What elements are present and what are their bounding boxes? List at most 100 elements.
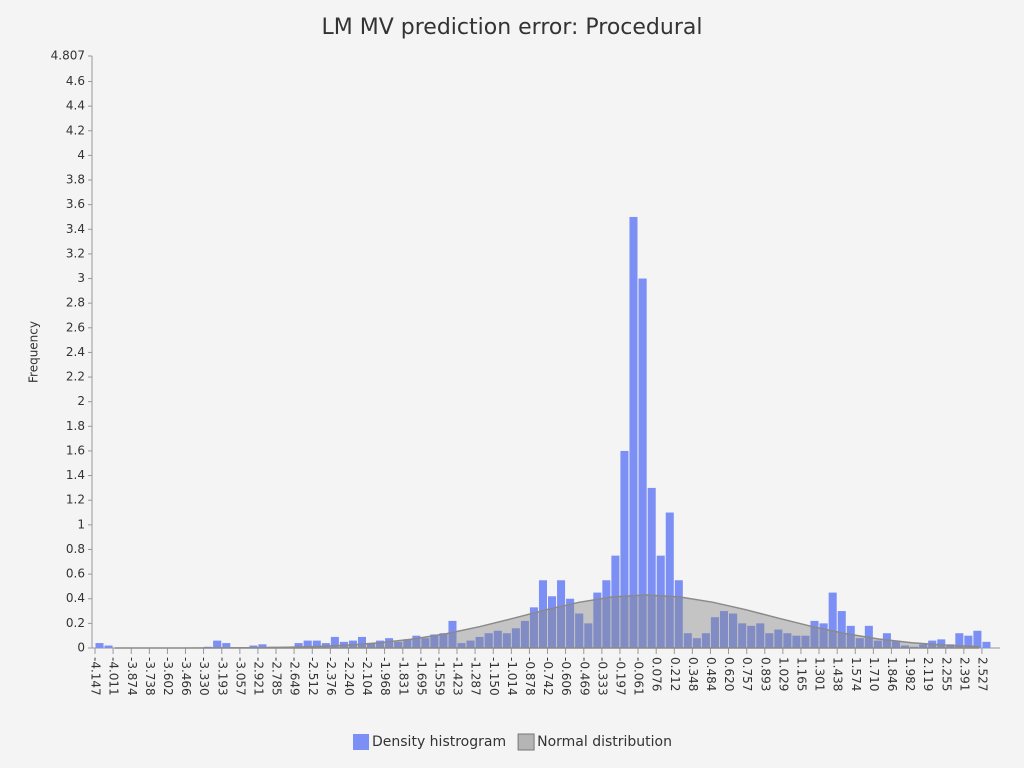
y-tick-label: 3.6: [66, 197, 85, 211]
bar: [421, 638, 430, 648]
x-tick-label: -0.606: [559, 657, 573, 696]
legend-label: Normal distribution: [537, 734, 672, 750]
bar: [493, 630, 502, 648]
x-tick-label: -1.287: [469, 657, 483, 696]
x-tick-label: 1.846: [885, 657, 899, 691]
y-axis-label: Frequency: [27, 321, 41, 383]
x-tick-label: -3.057: [233, 657, 247, 696]
x-tick-label: -3.874: [125, 657, 139, 696]
bar: [258, 644, 267, 648]
bar: [611, 555, 620, 648]
x-tick-label: -4.011: [107, 657, 121, 696]
bar: [95, 643, 104, 648]
y-tick-label: 4.6: [66, 74, 85, 88]
bar: [946, 644, 955, 648]
x-tick-label: 1.438: [831, 657, 845, 691]
bar: [738, 623, 747, 648]
bar: [638, 278, 647, 648]
x-tick-label: -1.831: [396, 657, 410, 696]
x-tick-label: 1.165: [794, 657, 808, 691]
bar: [774, 629, 783, 648]
bar: [973, 630, 982, 648]
x-tick-label: -0.061: [632, 657, 646, 696]
x-tick-label: -3.466: [179, 657, 193, 696]
bar: [403, 639, 412, 648]
bar: [964, 635, 973, 648]
y-tick-label: 4.807: [51, 49, 85, 63]
bar: [394, 641, 403, 648]
bar: [312, 640, 321, 648]
x-tick-label: 0.348: [686, 657, 700, 691]
bar: [765, 633, 774, 648]
bar: [828, 592, 837, 648]
bar: [710, 617, 719, 648]
bar: [330, 636, 339, 648]
x-tick-label: -1.014: [505, 657, 519, 696]
x-tick-label: -3.738: [143, 657, 157, 696]
y-tick-label: 2: [77, 394, 85, 408]
x-tick-label: 0.484: [704, 657, 718, 691]
bar: [719, 611, 728, 648]
bar: [548, 596, 557, 648]
bar: [629, 216, 638, 649]
bar: [801, 635, 810, 648]
bar: [665, 512, 674, 648]
bar: [982, 641, 991, 648]
bar: [846, 625, 855, 648]
y-tick-label: 4.4: [66, 99, 85, 113]
y-tick-label: 1.8: [66, 419, 85, 433]
y-tick-label: 4.2: [66, 123, 85, 137]
bar: [674, 580, 683, 648]
bar: [873, 640, 882, 648]
bar: [303, 640, 312, 648]
x-tick-label: -1.695: [414, 657, 428, 696]
x-tick-label: 0.757: [740, 657, 754, 691]
x-tick-label: -2.649: [288, 657, 302, 696]
x-tick-label: -3.193: [215, 657, 229, 696]
bar: [656, 555, 665, 648]
y-tick-label: 2.6: [66, 320, 85, 334]
x-tick-label: 0.212: [668, 657, 682, 691]
bar: [692, 638, 701, 648]
bar: [213, 640, 222, 648]
x-tick-label: 0.893: [758, 657, 772, 691]
bar: [955, 633, 964, 648]
x-tick-label: 2.527: [975, 657, 989, 691]
bar: [891, 640, 900, 648]
bar: [357, 636, 366, 648]
x-tick-label: -2.785: [270, 657, 284, 696]
x-tick-label: 1.574: [849, 657, 863, 691]
bar: [385, 638, 394, 648]
bar: [249, 645, 258, 648]
x-tick-label: -0.469: [577, 657, 591, 696]
y-tick-label: 4: [77, 148, 85, 162]
y-tick-label: 1.2: [66, 493, 85, 507]
legend-swatch: [517, 733, 535, 751]
x-tick-label: -2.240: [342, 657, 356, 696]
normal-area: [114, 594, 980, 649]
x-tick-label: -3.602: [161, 657, 175, 696]
bar: [747, 625, 756, 648]
bar: [701, 633, 710, 648]
y-tick-label: 0: [77, 641, 85, 655]
x-tick-label: 0.076: [650, 657, 664, 691]
y-tick-label: 2.4: [66, 345, 85, 359]
bar: [557, 580, 566, 648]
bar: [502, 633, 511, 648]
y-tick-label: 3: [77, 271, 85, 285]
x-tick-label: 0.620: [722, 657, 736, 691]
x-tick-label: -1.968: [378, 657, 392, 696]
bar: [620, 450, 629, 648]
x-tick-label: -2.921: [251, 657, 265, 696]
x-tick-label: -2.104: [360, 657, 374, 696]
bar: [448, 620, 457, 648]
x-tick-label: -3.330: [197, 657, 211, 696]
y-tick-label: 3.2: [66, 246, 85, 260]
bar: [457, 643, 466, 648]
y-tick-label: 0.8: [66, 542, 85, 556]
bar: [466, 640, 475, 648]
bar: [439, 633, 448, 648]
x-tick-label: 1.029: [776, 657, 790, 691]
y-tick-label: 2.8: [66, 296, 85, 310]
